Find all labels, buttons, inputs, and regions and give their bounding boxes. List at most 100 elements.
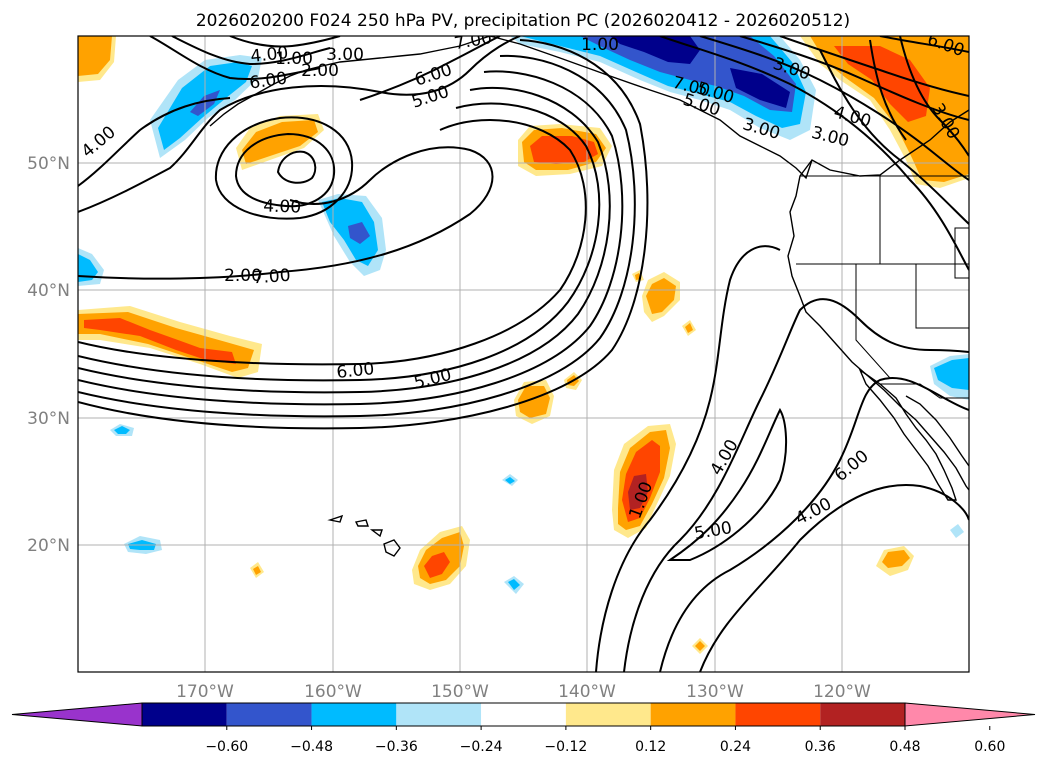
colorbar-tick-label: −0.36 — [375, 739, 418, 755]
colorbar-tick-label: 0.12 — [635, 739, 666, 755]
lat-label: 30°N — [27, 409, 70, 429]
contour-label: 2.00 — [224, 266, 262, 286]
pv-contour — [699, 484, 969, 672]
precip-neg-patch — [348, 222, 370, 244]
pv-contour — [78, 97, 231, 187]
pv-contour — [78, 70, 624, 406]
precip-pos-patch — [530, 136, 598, 164]
pv-contour — [699, 36, 969, 181]
lat-label: 40°N — [27, 281, 70, 301]
pv-contour — [869, 39, 907, 141]
precip-pos-patch — [242, 120, 318, 164]
pv-contour — [659, 36, 969, 271]
precip-pos-patch — [882, 550, 910, 568]
colorbar-segment — [142, 703, 227, 726]
coastline-baja — [858, 368, 957, 501]
precip-pos-patch — [84, 318, 236, 364]
pv-contour — [666, 407, 788, 561]
colorbar-segment — [226, 703, 312, 726]
pv-contour — [276, 150, 317, 184]
colorbar-segment — [565, 703, 651, 726]
colorbar-tick-label: 0.36 — [805, 739, 836, 755]
precip-neg-patch — [934, 358, 969, 390]
colorbar-tick-label: 0.60 — [974, 739, 1005, 755]
precip-pos-patch — [628, 474, 648, 510]
colorbar-tick-label: 0.48 — [889, 739, 920, 755]
pv-contour — [234, 132, 336, 208]
precip-pos-patch — [685, 323, 693, 333]
pv-contours — [78, 36, 969, 672]
pv-contour — [819, 49, 969, 225]
colorbar-segment — [735, 703, 821, 726]
colorbar-tick-label: −0.24 — [460, 739, 503, 755]
pv-contour — [359, 36, 501, 101]
pv-contour — [78, 146, 494, 280]
lon-label: 170°W — [176, 682, 234, 702]
pv-contour — [78, 102, 601, 382]
precip-neg-patch — [950, 524, 964, 538]
pv-contour — [78, 118, 587, 366]
colorbar-segment — [396, 703, 482, 726]
pv-contour — [78, 39, 649, 430]
lat-label: 20°N — [27, 536, 70, 556]
contour-label: 1.00 — [275, 49, 313, 69]
coastline-hawaii — [327, 514, 401, 557]
pv-contour — [229, 36, 341, 48]
state-border — [915, 264, 969, 329]
pv-contour — [78, 36, 521, 213]
pv-contour — [659, 377, 969, 672]
latitude-labels: 50°N 40°N 30°N 20°N — [27, 154, 70, 556]
colorbar-segment — [311, 703, 397, 726]
pv-contour — [879, 36, 969, 53]
lon-label: 140°W — [558, 682, 616, 702]
precip-pos-patch — [834, 46, 930, 122]
map-panel: 7.006.005.004.003.002.001.007.006.00 5.00… — [78, 35, 969, 672]
precip-neg-patch — [78, 254, 98, 282]
precip-neg-patch — [505, 477, 515, 484]
colorbar-outline — [141, 702, 906, 727]
pv-contour — [171, 36, 331, 66]
precipitation-shading — [78, 36, 969, 654]
lon-label: 120°W — [813, 682, 871, 702]
pv-contour — [623, 298, 969, 672]
precip-pos-patch — [253, 566, 261, 575]
pv-contour — [899, 36, 969, 157]
colorbar-segment — [650, 703, 736, 726]
pv-contour — [739, 36, 969, 121]
lat-label: 50°N — [27, 154, 70, 174]
contour-label: 6.00 — [336, 359, 376, 383]
pv-contour — [78, 86, 611, 394]
colorbar-tick-label: −0.48 — [290, 739, 333, 755]
lon-label: 150°W — [431, 682, 489, 702]
precip-pos-patch — [646, 278, 676, 314]
precip-neg-patch — [730, 68, 790, 108]
coastline-bc-alaska — [489, 36, 813, 180]
precip-neg-patch — [114, 426, 130, 434]
lon-label: 130°W — [686, 682, 744, 702]
contour-label: 3.00 — [326, 45, 364, 65]
contour-label: 1.00 — [581, 35, 619, 55]
contour-label: 7.00 — [252, 266, 291, 289]
contour-label: 4.00 — [263, 196, 302, 217]
precip-pos-patch — [695, 641, 705, 651]
colorbar-segment — [481, 703, 566, 726]
colorbar-extend-low — [11, 702, 143, 727]
colorbar-tick-label: 0.24 — [720, 739, 751, 755]
contour-label: 4.00 — [250, 43, 290, 67]
precip-neg-patch — [508, 579, 520, 590]
pv-contour — [78, 54, 636, 418]
precip-neg-patch — [580, 36, 796, 112]
state-borders — [796, 175, 969, 399]
pv-contour — [149, 36, 321, 81]
colorbar-extend-high — [904, 702, 1036, 727]
plot-title: 2026020200 F024 250 hPa PV, precipitatio… — [196, 11, 850, 31]
lon-label: 160°W — [304, 682, 362, 702]
coastline-gulf — [905, 395, 969, 467]
graticule — [78, 36, 969, 672]
pv-contour — [779, 36, 969, 97]
contour-label: 2.00 — [301, 61, 339, 81]
map-frame — [77, 35, 970, 673]
state-border — [855, 264, 891, 379]
precip-pos-patch — [78, 36, 112, 76]
